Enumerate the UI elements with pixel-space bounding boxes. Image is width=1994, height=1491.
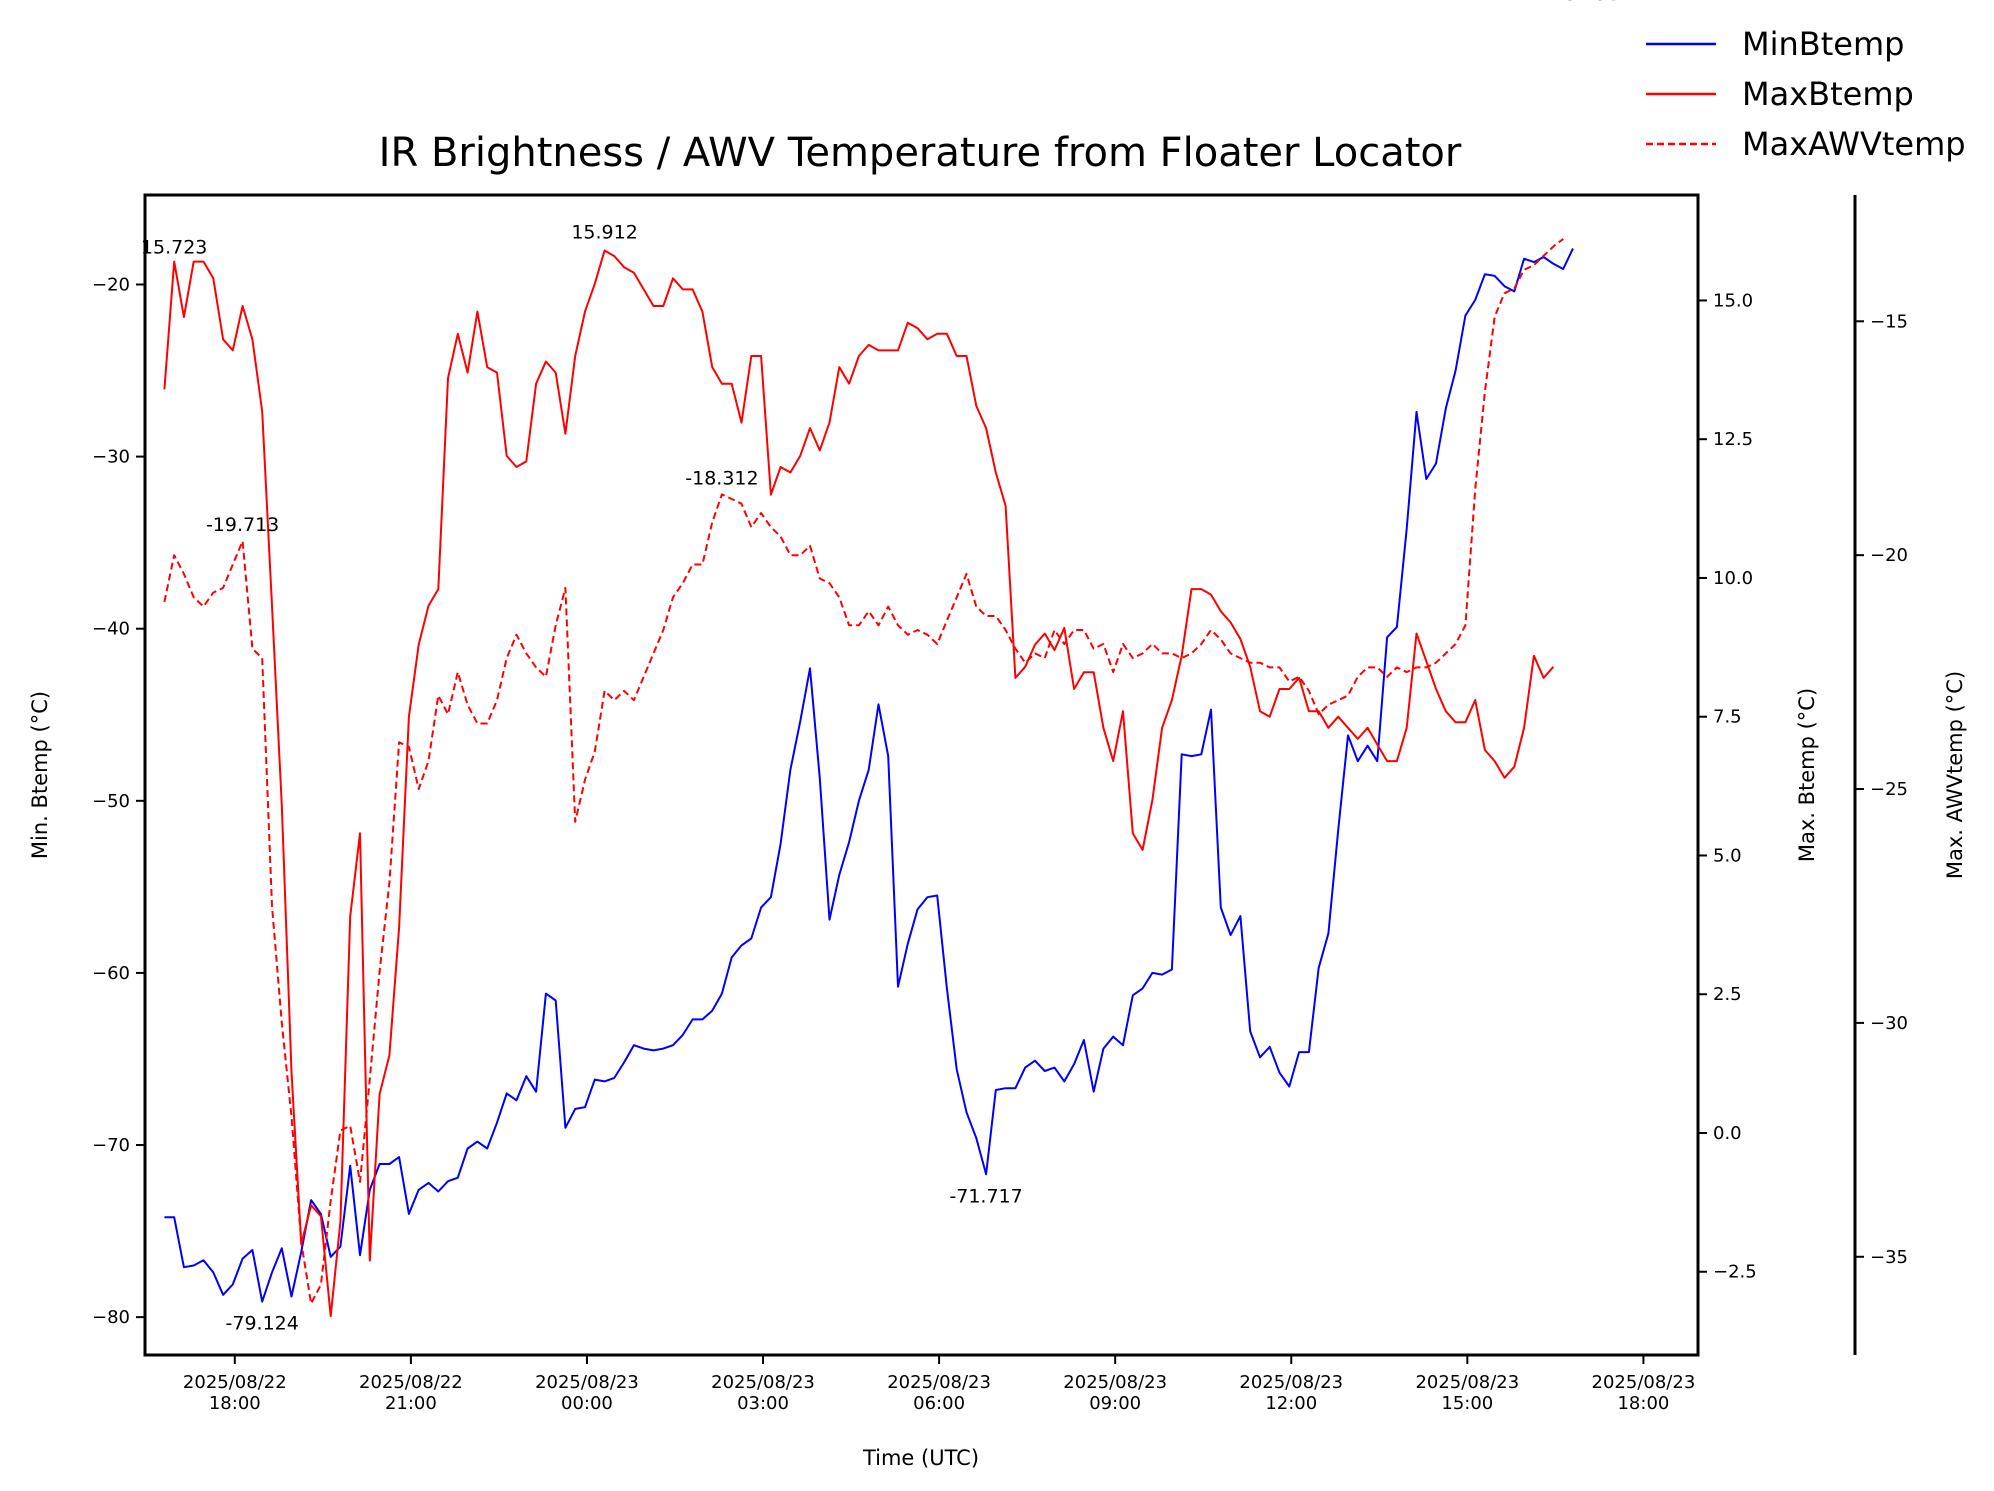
legend: MinBtemp MaxBtemp MaxAWVtemp: [1646, 25, 1966, 163]
annotation-4: -13.238: [1546, 0, 1619, 5]
x-tick-label-7-0: 2025/08/23: [1415, 1372, 1519, 1393]
y-right2-tick-label-4: −15: [1870, 311, 1908, 332]
y-left-tick-label-3: −50: [92, 791, 130, 812]
plot-frame: [143, 193, 1700, 1357]
x-tick-label-3-0: 2025/08/23: [711, 1372, 815, 1393]
y-left-tick-label-5: −30: [92, 447, 130, 468]
y-right2-tick-label-3: −20: [1870, 545, 1908, 566]
y-right2-tick-label-1: −30: [1870, 1013, 1908, 1034]
right-y-axis-1-label: Max. Btemp (°C): [1795, 688, 1819, 862]
annotations: 15.723 15.912 -19.713 -18.312 -13.238 -79.124…: [141, 0, 1620, 1335]
legend-label-MinBtemp: MinBtemp: [1742, 25, 1904, 63]
y-right1-tick-label-1: 0.0: [1713, 1123, 1742, 1144]
x-tick-label-7-1: 15:00: [1441, 1393, 1493, 1414]
annotation-0: 15.723: [141, 237, 207, 259]
chart-title: IR Brightness / AWV Temperature from Flo…: [379, 130, 1462, 176]
annotation-5: -79.124: [226, 1313, 299, 1335]
y-right2-tick-label-2: −25: [1870, 779, 1908, 800]
legend-label-MaxBtemp: MaxBtemp: [1742, 75, 1914, 113]
y-right1-tick-label-5: 10.0: [1713, 568, 1753, 589]
x-tick-label-8-1: 18:00: [1617, 1393, 1669, 1414]
legend-label-MaxAWVtemp: MaxAWVtemp: [1742, 125, 1966, 163]
x-tick-label-5-0: 2025/08/23: [1063, 1372, 1167, 1393]
x-tick-label-6-1: 12:00: [1265, 1393, 1317, 1414]
y-left-tick-label-4: −40: [92, 619, 130, 640]
y-right1-tick-label-4: 7.5: [1713, 707, 1742, 728]
x-tick-label-6-0: 2025/08/23: [1239, 1372, 1343, 1393]
y-right2-tick-label-0: −35: [1870, 1247, 1908, 1268]
x-tick-label-5-1: 09:00: [1089, 1393, 1141, 1414]
y-left-tick-label-2: −60: [92, 963, 130, 984]
x-axis: 2025/08/2218:002025/08/2221:002025/08/23…: [183, 1355, 1695, 1414]
x-tick-label-0-0: 2025/08/22: [183, 1372, 287, 1393]
y-right1-tick-label-0: −2.5: [1713, 1262, 1757, 1283]
right-y-axis-2-label: Max. AWVtemp (°C): [1943, 671, 1967, 879]
y-right1-tick-label-2: 2.5: [1713, 984, 1742, 1005]
left-y-axis: −80 −70 −60 −50 −40 −30 −20: [92, 274, 145, 1328]
x-axis-label: Time (UTC): [862, 1446, 979, 1470]
x-tick-label-4-0: 2025/08/23: [887, 1372, 991, 1393]
y-left-tick-label-6: −20: [92, 274, 130, 295]
right-y-axis-1: −2.5 0.0 2.5 5.0 7.5 10.0 12.5 15.0: [1698, 290, 1757, 1283]
series-MaxBtemp: [163, 249, 1555, 1318]
x-tick-label-3-1: 03:00: [737, 1393, 789, 1414]
annotation-1: 15.912: [571, 222, 637, 244]
annotation-3: -18.312: [685, 467, 758, 489]
plot-lines: [163, 238, 1574, 1318]
x-tick-label-1-1: 21:00: [385, 1393, 437, 1414]
x-tick-label-8-0: 2025/08/23: [1592, 1372, 1696, 1393]
right-y-axis-2: −35 −30 −25 −20 −15: [1855, 311, 1908, 1268]
y-right1-tick-label-7: 15.0: [1713, 290, 1753, 311]
series-MinBtemp: [164, 247, 1574, 1303]
left-y-axis-label: Min. Btemp (°C): [28, 691, 52, 859]
x-tick-label-2-0: 2025/08/23: [535, 1372, 639, 1393]
x-tick-label-1-0: 2025/08/22: [359, 1372, 463, 1393]
y-left-tick-label-1: −70: [92, 1135, 130, 1156]
series-MaxAWVtemp: [163, 238, 1564, 1305]
x-tick-label-0-1: 18:00: [209, 1393, 261, 1414]
annotation-2: -19.713: [206, 514, 279, 536]
annotation-6: -71.717: [949, 1185, 1022, 1207]
x-tick-label-4-1: 06:00: [913, 1393, 965, 1414]
y-right1-tick-label-6: 12.5: [1713, 429, 1753, 450]
y-right1-tick-label-3: 5.0: [1713, 845, 1742, 866]
x-tick-label-2-1: 00:00: [561, 1393, 613, 1414]
y-left-tick-label-0: −80: [92, 1307, 130, 1328]
